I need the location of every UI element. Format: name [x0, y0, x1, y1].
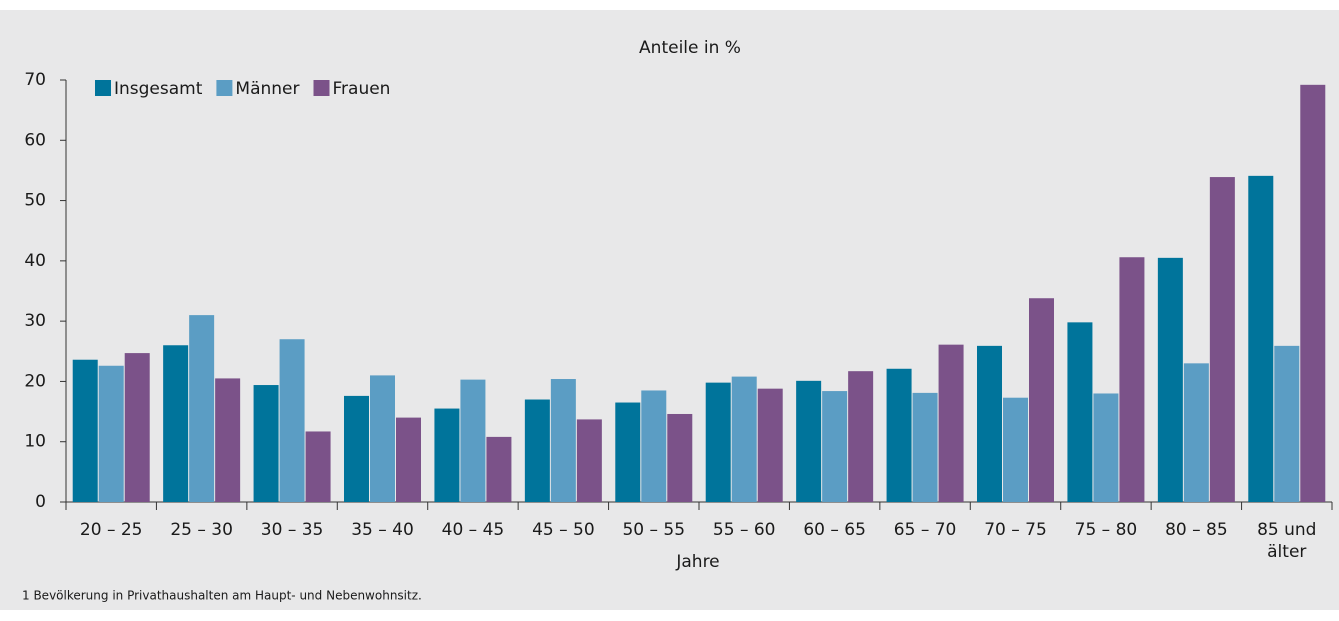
bar [460, 379, 486, 502]
chart-background [0, 10, 1339, 610]
bar [305, 431, 331, 502]
legend-swatch [313, 80, 330, 96]
bar [124, 353, 150, 502]
x-tick-label: 80 – 85 [1165, 520, 1228, 540]
x-tick-label: 65 – 70 [894, 520, 957, 540]
bar [1157, 257, 1183, 502]
bar [344, 395, 369, 502]
x-axis-label: Jahre [675, 552, 719, 572]
bar [912, 392, 938, 502]
bar [215, 378, 241, 502]
bar [615, 402, 641, 502]
bar [1300, 84, 1326, 502]
bar [163, 345, 189, 502]
bar [189, 315, 215, 502]
y-tick-label: 70 [24, 70, 46, 90]
y-tick-label: 40 [24, 251, 46, 271]
bar [1209, 177, 1235, 502]
y-tick-label: 0 [35, 492, 46, 512]
bar [253, 385, 279, 502]
bar [886, 368, 912, 502]
bar [667, 413, 693, 502]
x-tick-label: 45 – 50 [532, 520, 595, 540]
bar [641, 390, 667, 502]
bar [576, 419, 602, 502]
bar [731, 376, 757, 502]
bar [1248, 175, 1274, 502]
x-tick-label: 50 – 55 [622, 520, 685, 540]
x-tick-label: 60 – 65 [803, 520, 866, 540]
bar [279, 339, 305, 502]
y-tick-label: 10 [24, 432, 46, 452]
x-tick-label-line: 85 und [1257, 520, 1316, 540]
x-tick-label: 40 – 45 [442, 520, 505, 540]
x-tick-label: 75 – 80 [1075, 520, 1138, 540]
bar [486, 436, 512, 502]
bar [524, 399, 550, 502]
y-tick-label: 30 [24, 311, 46, 331]
legend-swatch [216, 80, 233, 96]
footnote: 1 Bevölkerung in Privathaushalten am Hau… [22, 589, 422, 603]
bar [370, 375, 395, 502]
bar [396, 417, 421, 502]
bar [796, 380, 822, 502]
bar [822, 391, 848, 502]
bar [938, 344, 964, 502]
x-tick-label: 85 und älter [1257, 520, 1316, 562]
legend-label: Männer [235, 79, 299, 99]
legend-label: Insgesamt [114, 79, 203, 99]
bar [977, 345, 1002, 502]
bar [98, 365, 124, 502]
y-tick-label: 50 [24, 191, 46, 211]
y-tick-label: 60 [24, 130, 46, 150]
bar [1183, 363, 1209, 502]
bar [705, 382, 731, 502]
bar [848, 371, 874, 502]
y-tick-label: 20 [24, 371, 46, 391]
bar [1067, 322, 1093, 502]
x-tick-label: 55 – 60 [713, 520, 776, 540]
x-tick-label: 20 – 25 [80, 520, 143, 540]
bar [72, 359, 98, 502]
bar [757, 388, 783, 502]
bar [1119, 257, 1145, 502]
bar [550, 379, 576, 502]
chart-title: Anteile in % [639, 38, 741, 58]
x-tick-label: 35 – 40 [351, 520, 414, 540]
x-tick-label: 70 – 75 [984, 520, 1047, 540]
bar [1093, 393, 1119, 502]
legend-label: Frauen [333, 79, 391, 99]
x-tick-label: 30 – 35 [261, 520, 324, 540]
bar [1029, 298, 1054, 502]
legend-swatch [95, 80, 111, 96]
bar [434, 408, 460, 502]
bar [1003, 397, 1028, 502]
bar [1274, 345, 1300, 502]
x-tick-label: 25 – 30 [170, 520, 233, 540]
x-tick-label-line: älter [1267, 542, 1306, 562]
